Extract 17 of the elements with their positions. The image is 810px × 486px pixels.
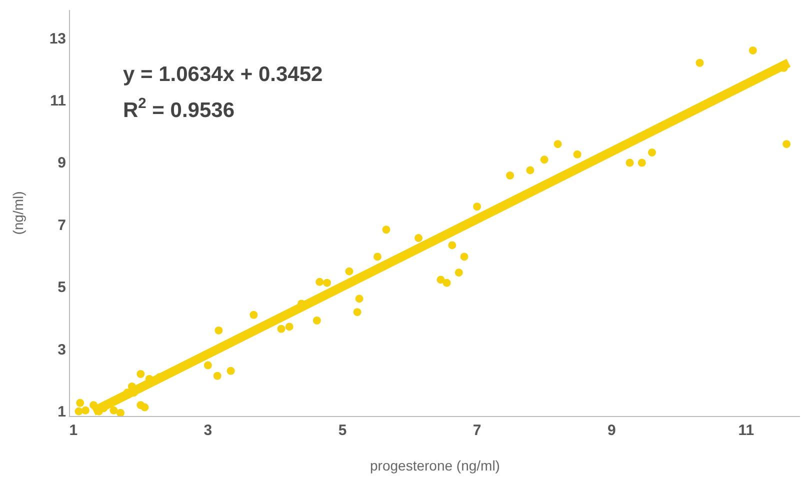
y-tick-label: 3 xyxy=(58,341,66,358)
x-tick-label: 9 xyxy=(607,422,616,439)
x-tick-label: 11 xyxy=(738,422,754,439)
x-tick-label: 3 xyxy=(204,422,212,439)
annotation: y = 1.0634x + 0.3452 xyxy=(123,63,323,86)
x-tick-label: 1 xyxy=(69,422,78,439)
y-tick-label: 7 xyxy=(58,216,66,234)
y-axis-title: (ng/ml) xyxy=(10,191,26,235)
annotation: R$^{2}$ = 0.9536 xyxy=(123,96,235,122)
y-tick-label: 9 xyxy=(58,154,66,172)
y-tick-label: 1 xyxy=(58,404,66,421)
y-tick-label: 5 xyxy=(58,279,66,296)
y-tick-label: 13 xyxy=(49,30,66,48)
x-tick-label: 7 xyxy=(472,422,482,439)
x-axis-title: progesterone (ng/ml) xyxy=(370,457,500,474)
y-tick-label: 11 xyxy=(50,92,66,110)
x-tick-label: 5 xyxy=(338,422,347,439)
